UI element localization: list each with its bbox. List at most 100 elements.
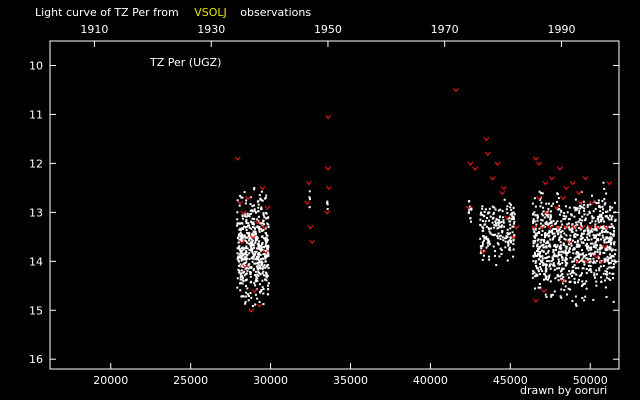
data-point [250, 227, 253, 230]
data-point [609, 240, 612, 243]
data-point [246, 241, 248, 244]
data-point [600, 220, 603, 223]
data-point [563, 232, 566, 235]
data-point [612, 300, 615, 303]
data-point [531, 202, 534, 205]
data-point [493, 226, 496, 229]
fainter-than-point [510, 234, 517, 240]
data-point [508, 246, 511, 249]
data-point [578, 210, 581, 213]
data-point [542, 278, 545, 281]
data-point [589, 231, 592, 234]
data-point [592, 257, 595, 260]
data-point [246, 231, 249, 234]
data-point [608, 239, 610, 242]
data-point [496, 237, 499, 240]
data-point [602, 181, 605, 184]
data-point [260, 263, 263, 266]
data-point [583, 210, 586, 212]
data-point [491, 221, 494, 224]
data-point [253, 208, 256, 211]
data-point [509, 227, 512, 230]
data-point [548, 243, 551, 246]
data-point [566, 293, 568, 296]
data-point [593, 244, 596, 247]
data-point [534, 275, 537, 278]
fainter-than-point [254, 220, 261, 225]
data-point [585, 287, 588, 290]
data-point [566, 273, 569, 276]
data-point [579, 207, 582, 210]
data-point [257, 215, 260, 218]
data-point [247, 235, 250, 238]
data-point [543, 232, 546, 235]
data-point [494, 250, 497, 253]
data-point [575, 259, 578, 262]
data-point [546, 241, 549, 244]
data-point [555, 227, 558, 230]
data-point [249, 271, 252, 273]
data-point [545, 221, 548, 224]
data-point [573, 277, 576, 280]
data-point [592, 260, 595, 263]
data-point [586, 242, 588, 245]
fainter-than-point [548, 176, 555, 181]
data-point [558, 228, 561, 231]
data-point [599, 210, 602, 213]
data-point [565, 245, 568, 248]
data-point [603, 230, 606, 233]
data-point [256, 218, 259, 221]
fainter-than-point [261, 225, 268, 230]
data-point [494, 233, 497, 236]
data-point [539, 205, 542, 208]
data-point [544, 267, 547, 270]
data-point [602, 208, 604, 211]
data-point [326, 202, 329, 204]
data-point [536, 266, 538, 269]
data-point [509, 220, 512, 223]
data-point [545, 278, 548, 281]
fainter-than-point [325, 185, 332, 191]
data-point [484, 220, 487, 223]
data-point [505, 208, 508, 211]
data-point [266, 237, 268, 240]
data-point [257, 274, 260, 277]
data-point [532, 260, 535, 263]
data-point [246, 212, 249, 215]
data-point [546, 260, 548, 262]
data-point [554, 223, 557, 226]
data-point [265, 217, 267, 220]
data-point [577, 251, 580, 254]
data-point [243, 234, 246, 237]
data-point [264, 278, 266, 281]
data-point [512, 239, 515, 242]
data-point [541, 259, 544, 262]
y-tick-label: 10 [29, 59, 43, 72]
fainter-than-point [587, 225, 594, 230]
data-point [543, 273, 546, 276]
data-point [564, 280, 567, 283]
data-point [565, 234, 568, 237]
fainter-than-point [240, 210, 247, 215]
data-point [510, 240, 513, 243]
data-point [539, 262, 541, 265]
data-point [580, 222, 582, 225]
data-point [560, 250, 563, 253]
data-point [600, 231, 603, 234]
data-point [261, 272, 264, 275]
data-point [604, 202, 607, 205]
y-tick-label: 14 [29, 255, 43, 268]
data-point [245, 245, 248, 248]
data-point [569, 234, 572, 237]
data-point [551, 238, 554, 241]
data-point [608, 256, 611, 259]
data-point [261, 286, 264, 289]
data-point [609, 205, 612, 208]
data-point [245, 218, 248, 221]
data-point [612, 277, 614, 280]
fainter-than-point [563, 225, 570, 230]
data-point [603, 257, 606, 260]
data-point [585, 253, 588, 256]
data-point [533, 271, 536, 274]
data-point [267, 247, 270, 250]
